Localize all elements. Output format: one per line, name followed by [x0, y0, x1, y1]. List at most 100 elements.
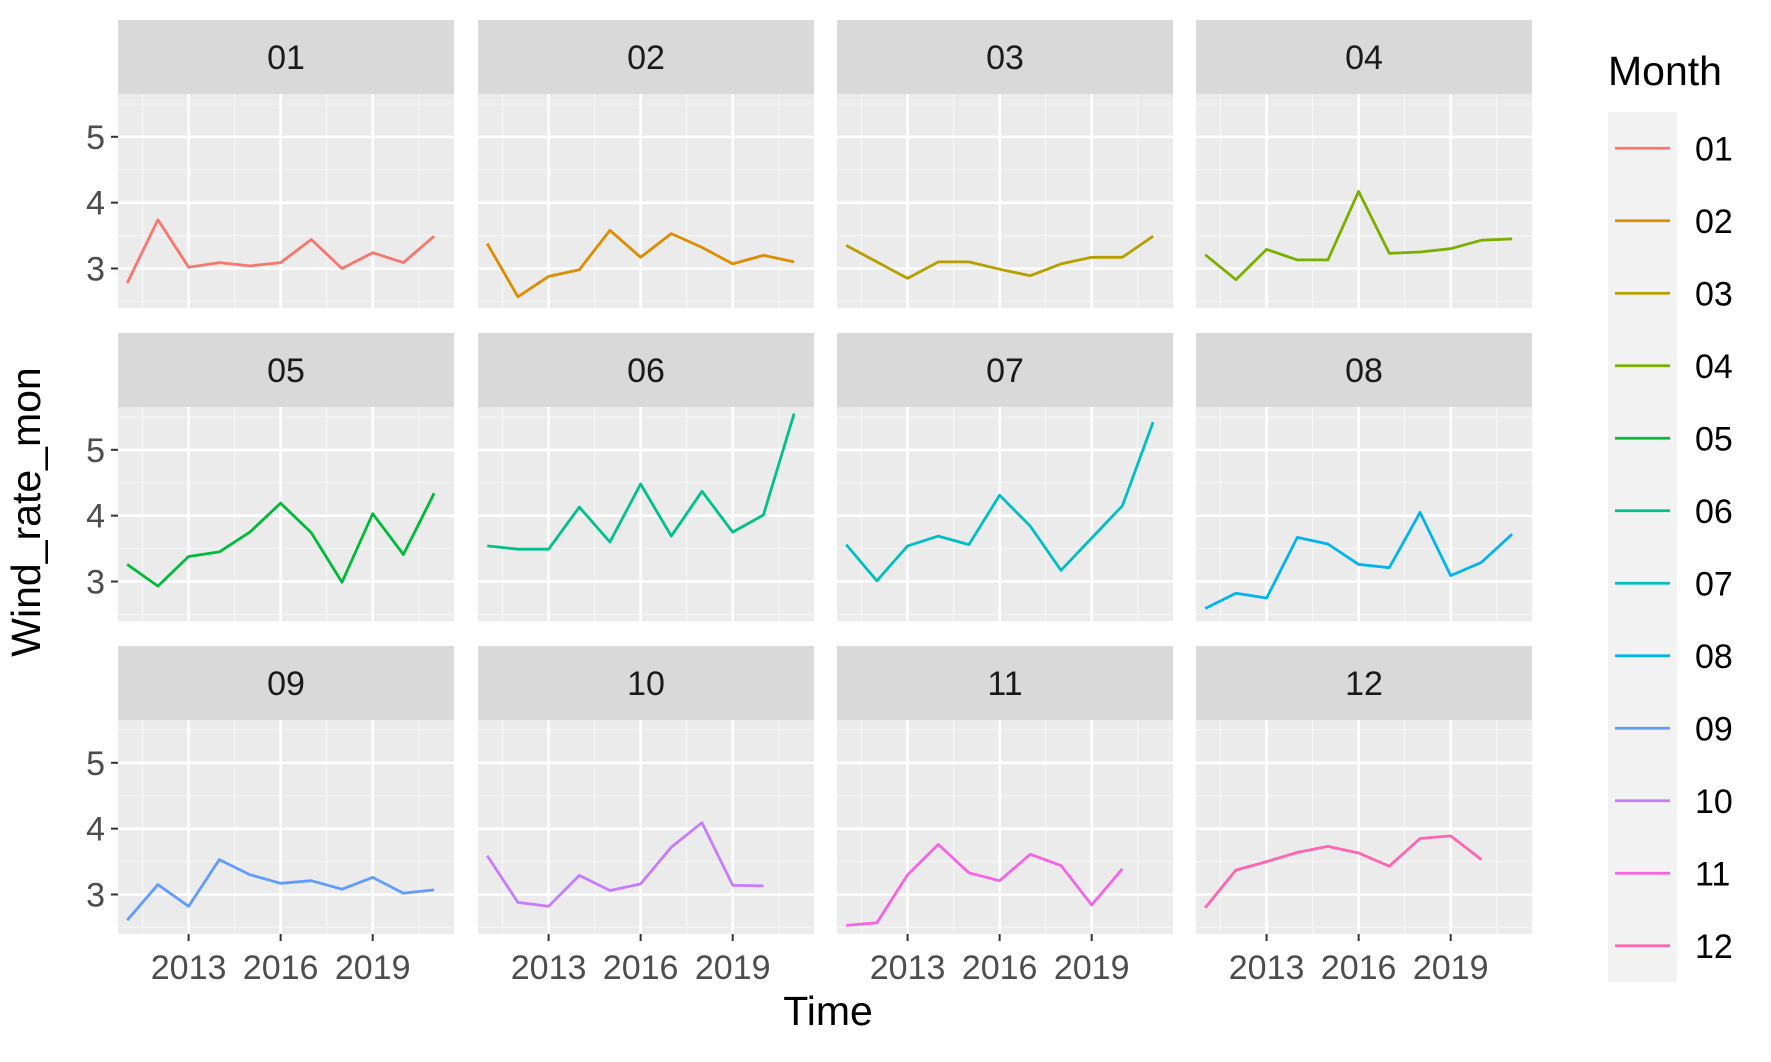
facet-panel-08: 08	[1196, 333, 1532, 621]
panel-background	[478, 407, 814, 621]
x-tick-label: 2013	[1229, 949, 1305, 987]
facet-strip-label: 05	[267, 352, 305, 390]
facet-strip	[837, 646, 1173, 720]
facet-strip	[118, 20, 454, 94]
legend-item-01: 01	[1615, 130, 1733, 168]
y-tick-label: 3	[86, 876, 105, 914]
facet-strip-label: 04	[1345, 39, 1383, 77]
facet-panel-01: 01	[118, 20, 454, 308]
facet-panel-02: 02	[478, 20, 814, 308]
series-line-08	[1204, 511, 1514, 610]
legend-label: 05	[1695, 420, 1733, 458]
facet-strip-label: 07	[986, 352, 1024, 390]
x-tick-label: 2016	[243, 949, 319, 987]
legend-label: 10	[1695, 783, 1733, 821]
facet-panel-07: 07	[837, 333, 1173, 621]
facet-strip-label: 10	[627, 665, 665, 703]
facet-strip-label: 03	[986, 39, 1024, 77]
series-line-10	[486, 821, 764, 908]
facet-strip-label: 11	[987, 665, 1022, 703]
y-tick-label: 5	[86, 432, 105, 470]
facet-strip	[478, 333, 814, 407]
facet-panel-03: 03	[837, 20, 1173, 308]
facet-strip	[1196, 646, 1532, 720]
series-line-04	[1204, 190, 1513, 282]
legend-item-08: 08	[1615, 638, 1733, 676]
facet-strip	[1196, 20, 1532, 94]
facet-strip-label: 06	[627, 352, 665, 390]
facet-strip-label: 12	[1345, 665, 1383, 703]
panel-background	[478, 94, 814, 308]
legend-item-06: 06	[1615, 493, 1733, 531]
y-tick-label: 3	[86, 250, 105, 288]
facet-strip	[478, 20, 814, 94]
panel-background	[837, 94, 1173, 308]
facet-strip-label: 02	[627, 39, 665, 77]
legend-label: 03	[1695, 275, 1733, 313]
series-line-06	[487, 413, 796, 551]
x-tick-label: 2016	[603, 949, 679, 987]
y-tick-label: 4	[86, 811, 105, 849]
facet-panel-10: 10	[478, 646, 814, 934]
x-tick-label: 2016	[1321, 949, 1397, 987]
legend-title: Month	[1608, 48, 1722, 94]
y-tick-label: 3	[86, 563, 105, 601]
legend-item-09: 09	[1615, 710, 1733, 748]
panel-background	[837, 407, 1173, 621]
facet-panel-06: 06	[478, 333, 814, 621]
legend-label: 11	[1695, 855, 1730, 893]
legend-item-05: 05	[1615, 420, 1733, 458]
facet-panel-11: 11	[837, 646, 1173, 934]
x-tick-label: 2013	[151, 949, 227, 987]
series-line-09	[126, 858, 435, 922]
y-axis-title: Wind_rate_mon	[3, 367, 49, 656]
facet-strip	[118, 646, 454, 720]
y-tick-label: 4	[86, 185, 105, 223]
facet-strip-label: 09	[267, 665, 305, 703]
facet-panel-04: 04	[1196, 20, 1532, 308]
legend-label: 01	[1695, 130, 1733, 168]
panel-background	[1196, 407, 1532, 621]
x-tick-label: 2013	[870, 949, 946, 987]
facet-strip	[478, 646, 814, 720]
legend-item-10: 10	[1615, 783, 1733, 821]
x-tick-label: 2019	[1413, 949, 1489, 987]
series-line-07	[845, 421, 1155, 583]
panel-background	[118, 407, 454, 621]
legend-item-12: 12	[1615, 928, 1733, 966]
legend-item-07: 07	[1615, 565, 1733, 603]
legend-label: 04	[1695, 348, 1733, 386]
y-tick-label: 5	[86, 745, 105, 783]
panel-background	[118, 720, 454, 934]
facet-panel-12: 12	[1196, 646, 1532, 934]
x-tick-label: 2013	[511, 949, 587, 987]
series-line-02	[485, 228, 795, 299]
series-line-05	[126, 492, 436, 588]
x-tick-label: 2019	[1054, 949, 1130, 987]
facet-panel-05: 05	[118, 333, 454, 621]
legend-item-11: 11	[1615, 855, 1730, 893]
panel-background	[478, 720, 814, 934]
facet-strip	[837, 333, 1173, 407]
y-tick-label: 5	[86, 119, 105, 157]
legend-key-background	[1608, 112, 1677, 982]
panel-background	[837, 720, 1173, 934]
x-axis-title: Time	[783, 988, 873, 1034]
facet-strip	[1196, 333, 1532, 407]
x-tick-label: 2016	[962, 949, 1038, 987]
facet-strip	[118, 333, 454, 407]
series-line-01	[125, 218, 436, 284]
facet-panels: 01 02 03 04 05 06 07 08 09 10 11 12	[118, 20, 1532, 934]
legend: Month 01 02 03 04 05 06 07 08 09 10 11 12	[1608, 48, 1733, 982]
series-line-03	[845, 235, 1154, 280]
y-tick-label: 4	[86, 498, 105, 536]
legend-label: 02	[1695, 203, 1733, 241]
facet-strip	[837, 20, 1173, 94]
series-line-12	[1204, 834, 1483, 909]
legend-label: 07	[1695, 565, 1733, 603]
legend-item-02: 02	[1615, 203, 1733, 241]
legend-item-04: 04	[1615, 348, 1733, 386]
legend-label: 06	[1695, 493, 1733, 531]
legend-label: 12	[1695, 928, 1733, 966]
